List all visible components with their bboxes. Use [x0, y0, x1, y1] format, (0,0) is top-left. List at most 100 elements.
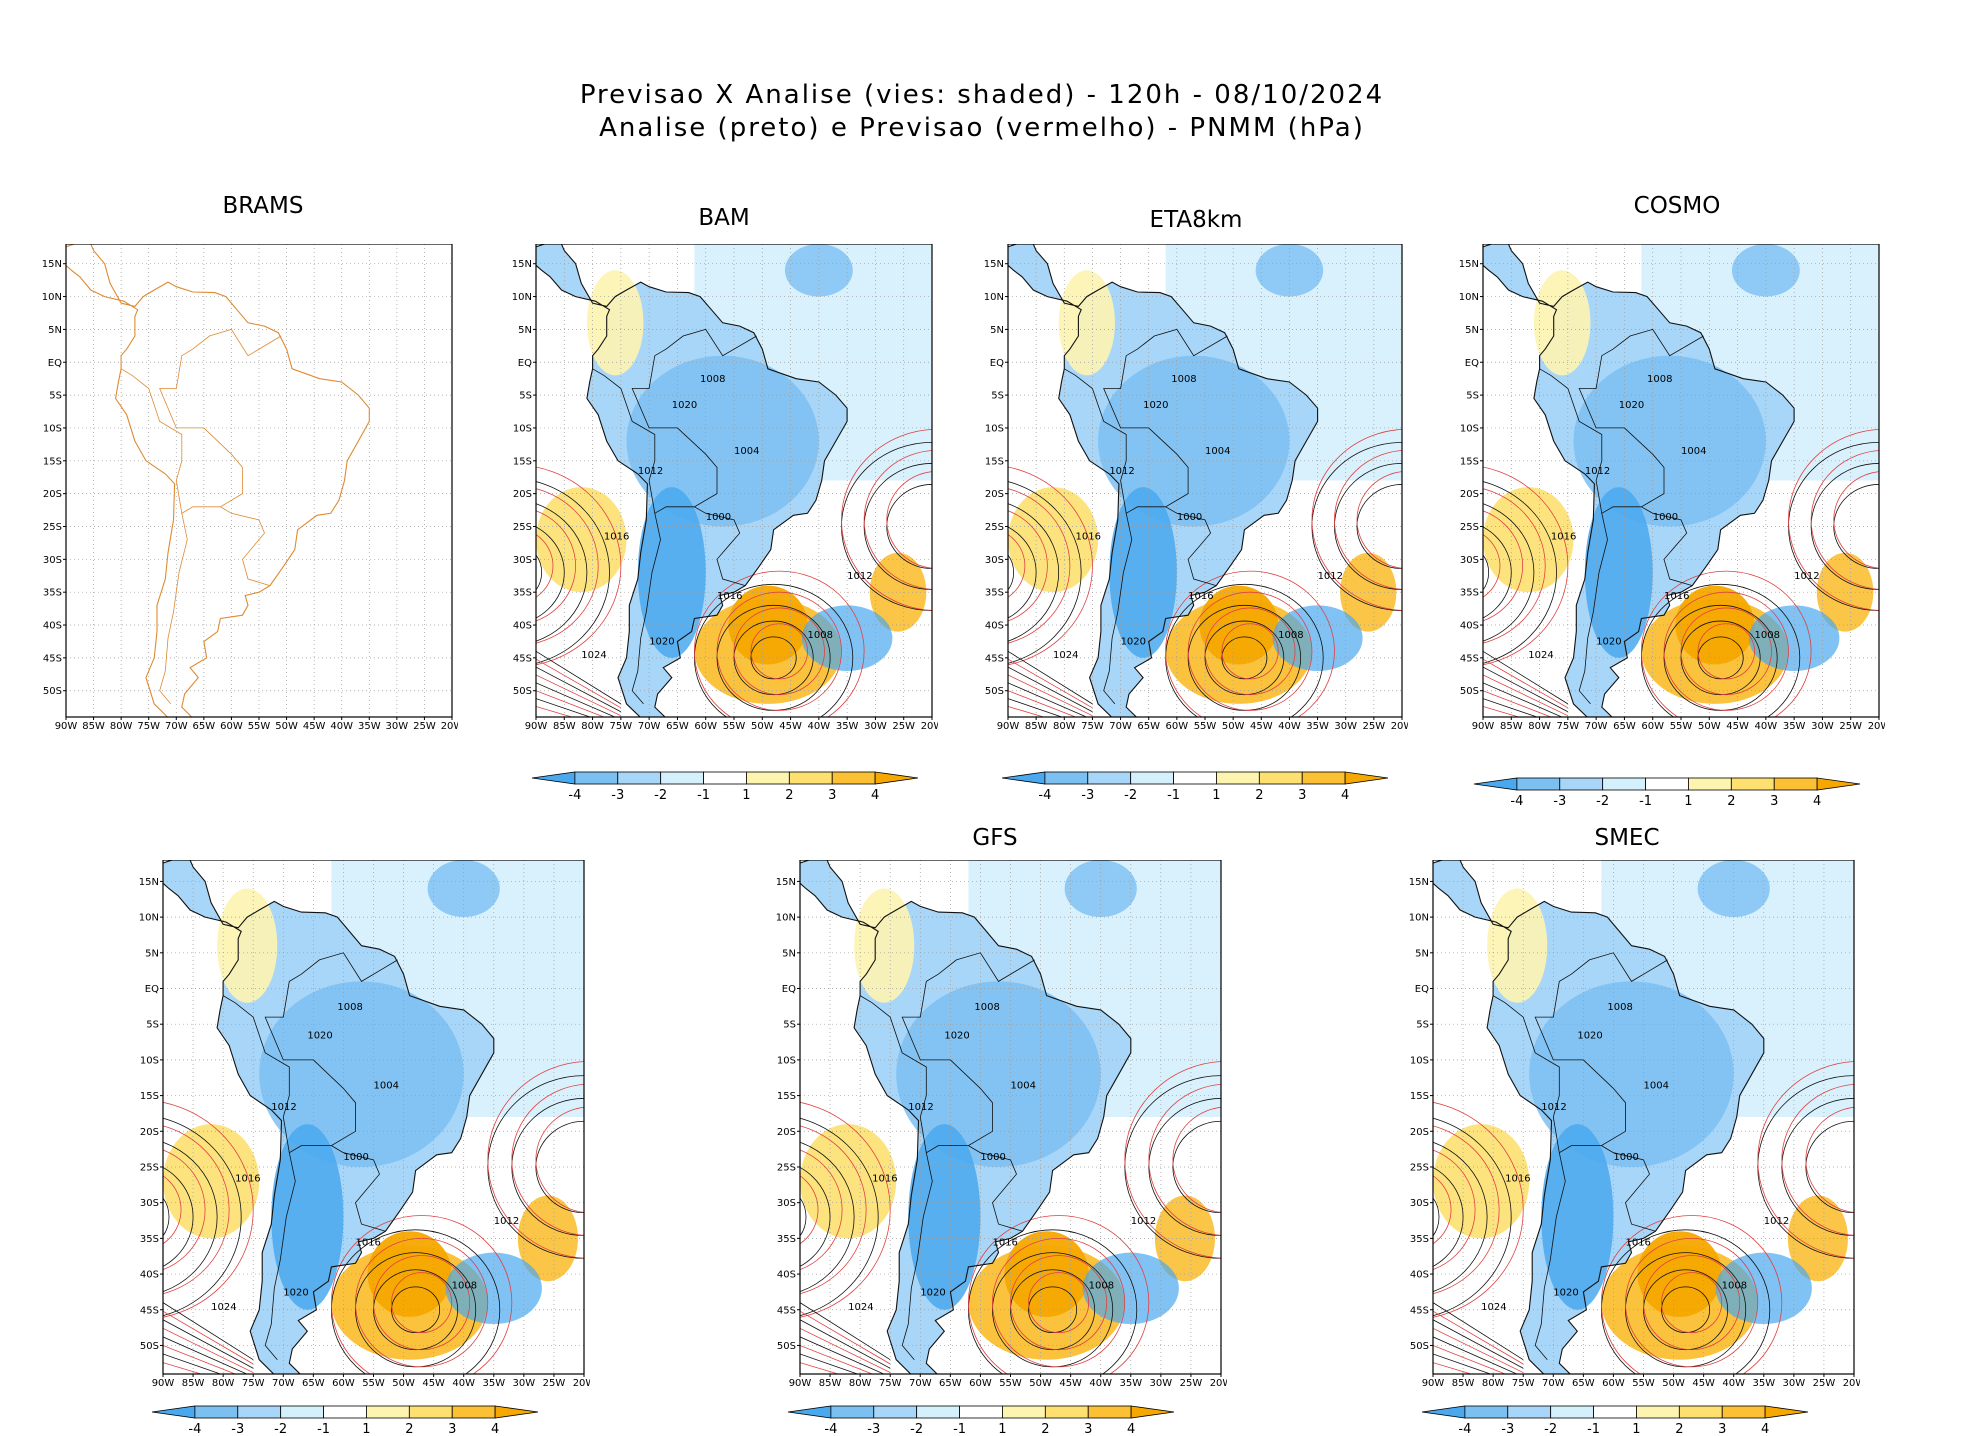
lat-tick-label: 30S: [985, 555, 1004, 566]
isobar-label: 1020: [944, 1030, 969, 1041]
colorbar-label: -2: [274, 1422, 287, 1436]
isobar-label: 1020: [283, 1287, 308, 1298]
lat-tick-label: 25S: [1410, 1162, 1429, 1173]
lon-tick-label: 60W: [694, 721, 717, 731]
lon-tick-label: 65W: [939, 1378, 962, 1388]
lon-tick-label: 60W: [1641, 721, 1664, 731]
lat-tick-label: 25S: [43, 522, 62, 533]
panel-title-smec: SMEC: [1594, 825, 1660, 851]
lon-tick-label: 20W: [921, 721, 938, 731]
lon-tick-label: 70W: [1542, 1378, 1565, 1388]
lat-tick-label: 50S: [777, 1341, 796, 1352]
lon-tick-label: 50W: [1698, 721, 1721, 731]
colorbar-segment: [1464, 1405, 1509, 1419]
colorbar-label: 2: [1255, 788, 1263, 803]
isobar-label: 1012: [1541, 1102, 1566, 1113]
lat-tick-label: 40S: [1410, 1270, 1429, 1281]
lon-tick-label: 65W: [1137, 721, 1160, 731]
lon-tick-label: 65W: [193, 721, 216, 731]
colorbar-label: -2: [1596, 794, 1609, 809]
colorbar-segment: [1764, 1405, 1809, 1419]
colorbar-segment: [1173, 771, 1217, 785]
colorbar-label: -3: [1501, 1422, 1514, 1436]
lat-tick-label: 35S: [513, 588, 532, 599]
map-panel-cosmo: 1008 1012 1016 1020 1024 1004 1000 1008 1012 1016…: [1459, 244, 1885, 731]
lat-tick-label: 15N: [776, 877, 796, 888]
lat-tick-label: EQ: [782, 984, 796, 995]
lon-tick-label: 30W: [1334, 721, 1357, 731]
lon-tick-label: 80W: [110, 721, 133, 731]
lon-tick-label: 35W: [1783, 721, 1806, 731]
isobar-label: 1012: [271, 1102, 296, 1113]
lon-tick-label: 80W: [1053, 721, 1076, 731]
colorbar-segment: [531, 771, 576, 785]
lat-tick-label: 20S: [1460, 489, 1479, 500]
colorbar-label: 4: [871, 788, 879, 803]
lon-tick-label: 35W: [1306, 721, 1329, 731]
lon-tick-label: 70W: [638, 721, 661, 731]
lon-tick-label: 70W: [1109, 721, 1132, 731]
lon-tick-label: 50W: [1662, 1378, 1685, 1388]
colorbar-segment: [1258, 771, 1303, 785]
lat-tick-label: 10S: [513, 423, 532, 434]
isobar-label: 1020: [672, 400, 697, 411]
lon-tick-label: 65W: [1613, 721, 1636, 731]
lon-tick-label: 55W: [362, 1378, 385, 1388]
colorbar-segment: [1516, 777, 1561, 791]
isobar-label: 1024: [848, 1302, 873, 1313]
map-panel-unnamed: 1008 1012 1016 1020 1024 1004 1000 1008 1012 1016…: [139, 860, 590, 1388]
colorbar-segment: [831, 771, 876, 785]
colorbar-segment: [1216, 771, 1260, 785]
isobar-label: 1012: [638, 466, 663, 477]
colorbar-segment: [366, 1405, 410, 1419]
lat-tick-label: 5N: [990, 325, 1004, 336]
lon-tick-label: 90W: [55, 721, 78, 731]
panel-title-gfs: GFS: [972, 825, 1018, 851]
lon-tick-label: 85W: [182, 1378, 205, 1388]
lon-tick-label: 85W: [1500, 721, 1523, 731]
lon-tick-label: 25W: [1180, 1378, 1203, 1388]
lon-tick-label: 60W: [220, 721, 243, 731]
lat-tick-label: 25S: [985, 522, 1004, 533]
lon-tick-label: 50W: [1222, 721, 1245, 731]
lat-tick-label: 10S: [1460, 423, 1479, 434]
lon-tick-label: 30W: [386, 721, 409, 731]
colorbar-segment: [959, 1405, 1003, 1419]
isobar-label: 1008: [1647, 374, 1672, 385]
colorbar-segment: [1816, 777, 1861, 791]
colorbar-label: -2: [910, 1422, 923, 1436]
isobar-label: 1012: [494, 1216, 519, 1227]
lat-tick-label: 30S: [777, 1198, 796, 1209]
lat-tick-label: 5N: [782, 948, 796, 959]
lat-tick-label: 35S: [1460, 588, 1479, 599]
colorbar-segment: [788, 771, 833, 785]
colorbar-label: -4: [824, 1422, 837, 1436]
lat-tick-label: EQ: [48, 358, 62, 369]
isobar-label: 1016: [872, 1173, 897, 1184]
colorbar-label: -1: [1639, 794, 1652, 809]
colorbar-label: -4: [1038, 788, 1051, 803]
lon-tick-label: 45W: [779, 721, 802, 731]
colorbar-segment: [1678, 1405, 1723, 1419]
lat-tick-label: 5N: [145, 948, 159, 959]
isobar-label: 1004: [1681, 446, 1706, 457]
colorbar-label: 4: [1127, 1422, 1135, 1436]
lon-tick-label: 65W: [666, 721, 689, 731]
lon-tick-label: 30W: [513, 1378, 536, 1388]
isobar-label: 1004: [1205, 446, 1230, 457]
colorbar-segment: [194, 1405, 239, 1419]
isobar-label: 1024: [1528, 650, 1553, 661]
lat-tick-label: 10S: [1410, 1055, 1429, 1066]
lon-tick-label: 35W: [1752, 1378, 1775, 1388]
lat-tick-label: 50S: [1410, 1341, 1429, 1352]
colorbar-segment: [451, 1405, 496, 1419]
lat-tick-label: 15S: [43, 456, 62, 467]
colorbar-segment: [1688, 777, 1732, 791]
lat-tick-label: 5S: [519, 391, 532, 402]
isobar-label: 1016: [1076, 532, 1101, 543]
colorbar-segment: [787, 1405, 832, 1419]
lon-tick-label: 40W: [808, 721, 831, 731]
lat-tick-label: 25S: [140, 1162, 159, 1173]
lon-tick-label: 45W: [303, 721, 326, 731]
lon-tick-label: 85W: [1025, 721, 1048, 731]
